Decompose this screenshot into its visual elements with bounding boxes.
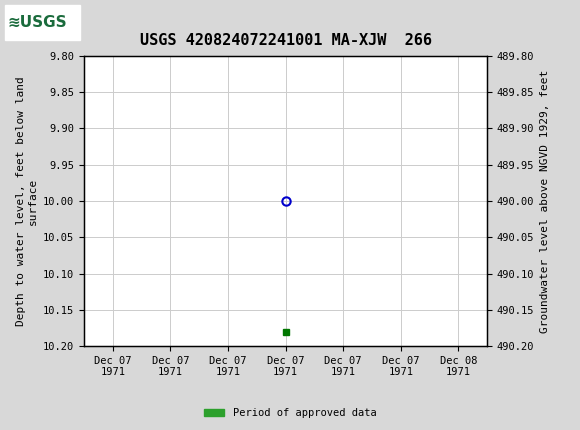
Y-axis label: Groundwater level above NGVD 1929, feet: Groundwater level above NGVD 1929, feet xyxy=(540,69,550,333)
FancyBboxPatch shape xyxy=(5,6,80,40)
Legend: Period of approved data: Period of approved data xyxy=(200,404,380,423)
Y-axis label: Depth to water level, feet below land
surface: Depth to water level, feet below land su… xyxy=(16,76,38,326)
Text: ≋USGS: ≋USGS xyxy=(7,15,67,30)
Title: USGS 420824072241001 MA-XJW  266: USGS 420824072241001 MA-XJW 266 xyxy=(140,33,432,48)
